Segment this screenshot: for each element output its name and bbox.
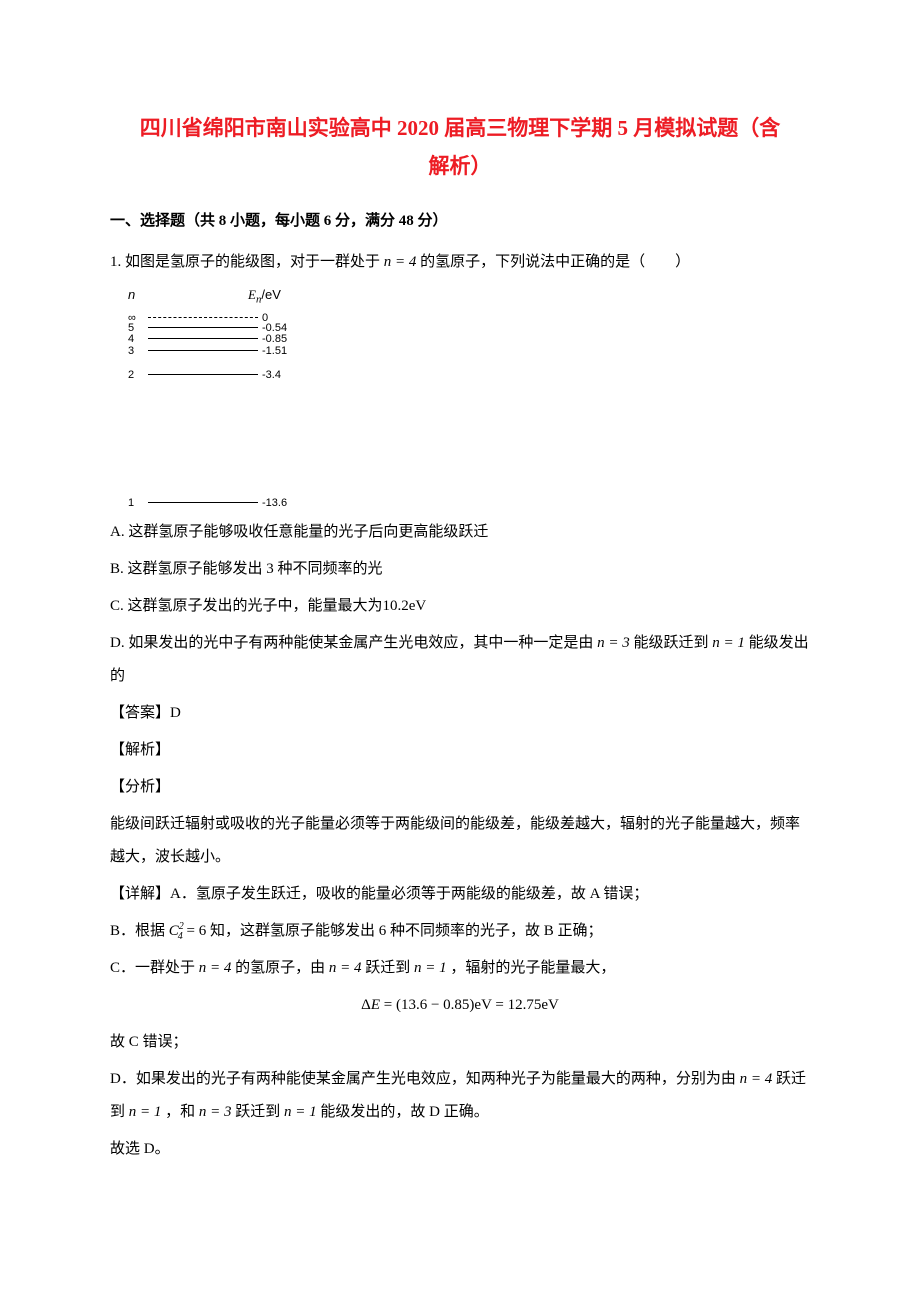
energy-level-diagram: n En/eV ∞ 0 5 -0.54 4 -0.85 3 -1.51 2 -3… [128,287,308,512]
detail-c: C．一群处于 n = 4 的氢原子，由 n = 4 跃迁到 n = 1 ，辐射的… [110,952,810,985]
level-1: 1 -13.6 [128,497,308,509]
detail-c-wrong: 故 C 错误； [110,1026,810,1059]
analyze-label: 【分析】 [110,771,810,804]
level-4: 4 -0.85 [128,333,308,345]
document-page: 四川省绵阳市南山实验高中 2020 届高三物理下学期 5 月模拟试题（含 解析）… [0,0,920,1230]
diagram-n-header: n [128,287,135,302]
level-line [148,350,258,351]
detail-c-n4b: n = 4 [329,960,362,976]
detail-b: B．根据 C24 = 6 知，这群氢原子能够发出 6 种不同频率的光子，故 B … [110,915,810,948]
detail-a: 【详解】A．氢原子发生跃迁，吸收的能量必须等于两能级的能级差，故 A 错误； [110,878,810,911]
option-a: A. 这群氢原子能够吸收任意能量的光子后向更高能级跃迁 [110,516,810,549]
detail-c-b: 的氢原子，由 [231,960,329,976]
detail-d-c: ，和 [161,1104,199,1120]
detail-c-d: ，辐射的光子能量最大， [447,960,616,976]
option-c-val: 10.2eV [383,598,427,614]
option-c-text: C. 这群氢原子发出的光子中，能量最大为 [110,598,383,614]
detail-d: D．如果发出的光子有两种能使某金属产生光电效应，知两种光子为能量最大的两种，分别… [110,1063,810,1129]
diagram-e-header: En/eV [248,287,281,306]
detail-d-d: 跃迁到 [232,1104,285,1120]
option-b: B. 这群氢原子能够发出 3 种不同频率的光 [110,553,810,586]
question-stem: 1. 如图是氢原子的能级图，对于一群处于 n = 4 的氢原子，下列说法中正确的… [110,246,810,279]
level-3: 3 -1.51 [128,345,308,357]
detail-c-n4a: n = 4 [199,960,232,976]
answer-line: 【答案】D [110,697,810,730]
detail-c-a: C．一群处于 [110,960,199,976]
detail-d-n1b: n = 1 [284,1104,317,1120]
level-n: 4 [128,333,148,345]
analyze-text: 能级间跃迁辐射或吸收的光子能量必须等于两能级间的能级差，能级差越大，辐射的光子能… [110,808,810,874]
detail-c-c: 跃迁到 [362,960,415,976]
detail-b-a: B．根据 [110,923,169,939]
option-d: D. 如果发出的光中子有两种能使某金属产生光电效应，其中一种一定是由 n = 3… [110,627,810,693]
answer-value: D [170,705,181,721]
level-e: -1.51 [258,345,287,357]
detail-c-n1: n = 1 [414,960,447,976]
detail-d-n4: n = 4 [740,1071,773,1087]
level-2: 2 -3.4 [128,369,308,381]
level-line [148,317,258,318]
option-d-b: 能级跃迁到 [630,635,709,651]
level-line [148,338,258,339]
option-d-n3: n = 3 [597,635,630,651]
answer-label: 【答案】 [110,705,170,721]
detail-d-n3: n = 3 [199,1104,232,1120]
level-line [148,502,258,503]
level-n: 2 [128,369,148,381]
section-heading: 一、选择题（共 8 小题，每小题 6 分，满分 48 分） [110,206,810,236]
level-e: -0.85 [258,333,287,345]
detail-b-b: 知，这群氢原子能够发出 6 种不同频率的光子，故 B 正确； [206,923,602,939]
stem-math: n = 4 [384,254,417,270]
level-e: -3.4 [258,369,281,381]
stem-text-b: 的氢原子，下列说法中正确的是（ ） [416,254,690,270]
stem-text-a: 1. 如图是氢原子的能级图，对于一群处于 [110,254,384,270]
detail-d-n1a: n = 1 [129,1104,162,1120]
detail-b-comb: C24 = 6 [169,923,206,939]
explain-label: 【解析】 [110,734,810,767]
final-choice: 故选 D。 [110,1133,810,1166]
detail-label: 【详解】 [110,886,170,902]
title-line-1: 四川省绵阳市南山实验高中 2020 届高三物理下学期 5 月模拟试题（含 [140,116,781,140]
option-d-a: D. 如果发出的光中子有两种能使某金属产生光电效应，其中一种一定是由 [110,635,597,651]
detail-c-formula: ΔE = (13.6 − 0.85)eV = 12.75eV [110,989,810,1022]
level-line [148,374,258,375]
detail-d-a: D．如果发出的光子有两种能使某金属产生光电效应，知两种光子为能量最大的两种，分别… [110,1071,740,1087]
detail-d-e: 能级发出的，故 D 正确。 [317,1104,489,1120]
level-line [148,327,258,328]
option-c: C. 这群氢原子发出的光子中，能量最大为10.2eV [110,590,810,623]
level-n: 1 [128,497,148,509]
title-line-2: 解析） [429,154,492,178]
detail-a-text: A．氢原子发生跃迁，吸收的能量必须等于两能级的能级差，故 A 错误； [170,886,648,902]
option-d-n1: n = 1 [712,635,745,651]
level-n: 3 [128,345,148,357]
document-title: 四川省绵阳市南山实验高中 2020 届高三物理下学期 5 月模拟试题（含 解析） [110,110,810,186]
level-e: -13.6 [258,497,287,509]
